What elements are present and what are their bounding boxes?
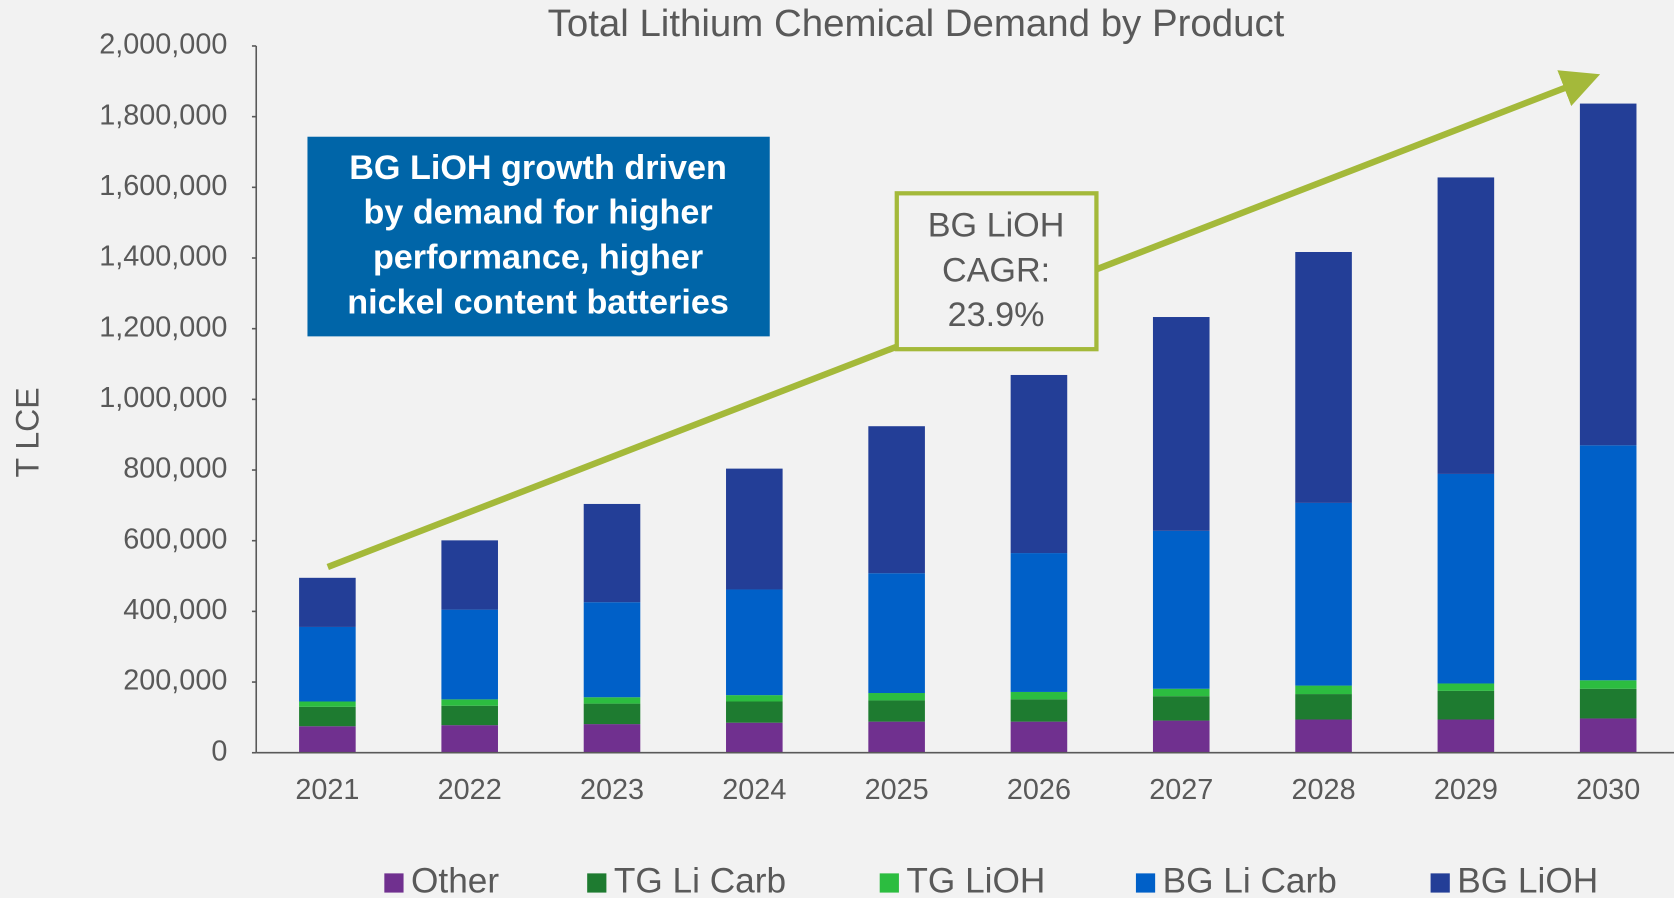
bar-segment [1579,688,1637,719]
legend-label: TG LiOH [906,861,1045,898]
bar-segment [1295,694,1352,720]
bar-segment [583,724,641,753]
x-tick-label: 2027 [1149,774,1213,806]
bar-segment [1010,553,1068,692]
chart-title: Total Lithium Chemical Demand by Product [548,2,1285,45]
x-tick-label: 2021 [295,774,359,806]
y-tick-label: 600,000 [123,523,227,555]
bar-segment [1152,688,1210,697]
y-tick-label: 0 [211,735,227,767]
bar-segment [1152,317,1210,531]
bar-segment [726,722,783,753]
y-tick-label: 1,800,000 [99,99,227,131]
bar-segment [441,699,498,706]
bar-segment [1010,691,1068,700]
bar-segment [1437,719,1495,753]
bar-segment [441,705,498,726]
legend-label: Other [411,861,499,898]
legend-swatch [587,873,607,893]
x-tick-label: 2024 [722,774,786,806]
bar-segment [299,706,356,727]
x-tick-label: 2023 [580,774,644,806]
bar-segment [1579,718,1637,753]
bar-segment [1152,720,1210,753]
bar-segment [1437,473,1495,684]
y-tick-label: 1,000,000 [99,382,227,414]
bar-segment [1152,696,1210,721]
callout-line: by demand for higher [363,194,712,232]
y-tick-label: 2,000,000 [99,29,227,61]
callout-text: BG LiOH growth driven by demand for highe… [347,149,729,322]
y-axis-label: T LCE [9,387,45,477]
x-tick-label: 2025 [865,774,929,806]
legend: Other TG Li Carb TG LiOH BG Li Carb BG LiOH [384,861,1598,898]
legend-label: BG LiOH [1457,861,1598,898]
callout-line: BG LiOH growth driven [349,149,727,187]
bar-segment [299,726,356,753]
bar-segment [1437,177,1495,474]
bar-segment [1437,690,1495,720]
plot-area: 0 200,000 400,000 600,000 800,000 1,000,000 1,… [99,29,1674,806]
legend-label: BG Li Carb [1163,861,1337,898]
bar-segment [726,695,783,702]
bar-segment [583,602,641,698]
bar-segment [1295,502,1352,686]
bar-segment [1010,721,1068,753]
y-tick-label: 400,000 [123,594,227,626]
legend-swatch [1135,873,1156,893]
x-tick-label: 2026 [1007,774,1071,806]
bar-segment [583,503,641,603]
bar-segment [583,697,641,704]
y-tick-label: 1,200,000 [99,311,227,343]
cagr-text: BG LiOH CAGR: 23.9% [928,207,1065,335]
bar-segment [726,589,783,696]
x-tick-label: 2029 [1434,774,1498,806]
cagr-box [894,191,1099,352]
y-tick-label: 1,400,000 [99,241,227,273]
bar-segment [868,693,925,701]
bar-segment [868,700,925,722]
bar-segment [583,703,641,725]
bar-segment [299,626,356,702]
bar-segment [868,573,925,694]
legend-swatch [879,873,899,893]
y-tick-label: 800,000 [123,453,227,485]
legend-swatch [384,873,404,893]
x-tick-label: 2030 [1576,774,1640,806]
y-tick-label: 200,000 [123,665,227,697]
x-tick-label: 2028 [1292,774,1356,806]
callout-line: nickel content batteries [347,283,729,321]
cagr-line: 23.9% [948,296,1045,334]
bar-segment [441,725,498,753]
callout-line: performance, higher [373,239,703,277]
x-tick-label: 2022 [438,774,502,806]
y-tick-label: 1,600,000 [99,170,227,202]
bar-segment [1579,445,1637,681]
bar-segment [1579,103,1637,446]
bar-segment [726,468,783,590]
callout-box [307,136,770,337]
bar-segment [1579,680,1637,689]
bar-segment [1295,685,1352,695]
bar-segment [726,701,783,723]
bar-segment [1437,683,1495,691]
bar-segment [1152,530,1210,689]
bar-segment [868,721,925,753]
bar-segment [299,701,356,707]
bar-segment [1010,374,1068,554]
cagr-line: BG LiOH [928,207,1065,245]
bar-segment [441,609,498,700]
legend-label: TG Li Carb [614,861,786,898]
legend-swatch [1430,873,1450,893]
bar-segment [868,426,925,574]
cagr-line: CAGR: [942,251,1050,289]
bar-segment [1010,699,1068,722]
bar-segment [1295,719,1352,753]
bar-segment [441,540,498,610]
bar-segment [299,577,356,627]
bar-segment [1295,251,1352,503]
